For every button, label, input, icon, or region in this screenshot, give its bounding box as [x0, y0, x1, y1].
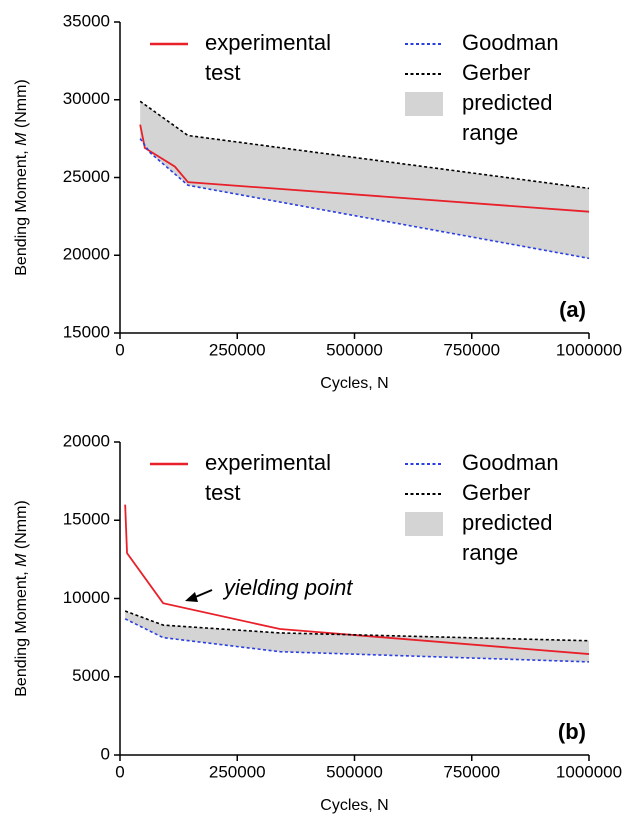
- legend: experimental test Goodman Gerber predicted …: [150, 30, 559, 145]
- y-axis-label-part: M: [13, 132, 30, 146]
- series-line: [124, 618, 590, 663]
- legend-swatch: [405, 512, 443, 536]
- x-tick-label: 1000000: [556, 762, 622, 781]
- legend-label: experimental test: [205, 30, 337, 85]
- chart-panel: 15000 20000 25000 30000 35000 0 250000 500000 75…: [13, 11, 622, 392]
- legend-swatch: [405, 92, 443, 116]
- x-tick-label: 500000: [326, 340, 383, 359]
- y-tick-label: 30000: [63, 89, 110, 108]
- y-axis-label-part: M: [13, 553, 30, 567]
- x-tick-label: 1000000: [556, 340, 622, 359]
- y-axis-label: Bending Moment, M (Nmm): [13, 500, 30, 697]
- y-axis-label-part: (Nmm): [13, 79, 30, 132]
- x-tick-label: 500000: [326, 762, 383, 781]
- annotation: yielding point: [222, 575, 353, 600]
- annotation-arrowhead: [185, 592, 198, 602]
- y-axis-label: Bending Moment, M (Nmm): [13, 79, 30, 276]
- series-line: [124, 610, 590, 642]
- chart-panel: 0 5000 10000 15000 20000 0 250000 500000 750000 1…: [13, 431, 622, 814]
- series-line: [139, 124, 590, 213]
- x-axis-label: Cycles, N: [320, 797, 388, 814]
- panel-label: (a): [559, 297, 586, 322]
- legend-label: Gerber: [462, 480, 530, 505]
- y-tick-label: 20000: [63, 431, 110, 450]
- predicted-range: [125, 611, 589, 662]
- series-line: [139, 138, 590, 260]
- predicted-range: [140, 101, 590, 259]
- y-tick-label: 0: [101, 744, 110, 763]
- legend-label: Goodman: [462, 30, 559, 55]
- legend-label: Goodman: [462, 450, 559, 475]
- x-tick-label: 750000: [443, 762, 500, 781]
- panel-label: (b): [558, 719, 586, 744]
- x-tick-label: 0: [115, 762, 124, 781]
- x-tick-label: 250000: [209, 340, 266, 359]
- y-tick-label: 35000: [63, 11, 110, 30]
- x-tick-label: 0: [115, 340, 124, 359]
- x-tick-label: 250000: [209, 762, 266, 781]
- y-tick-label: 5000: [72, 666, 110, 685]
- y-axis-label-part: (Nmm): [13, 500, 30, 553]
- legend-label: Gerber: [462, 60, 530, 85]
- x-tick-label: 750000: [443, 340, 500, 359]
- y-axis-label-part: Bending Moment,: [13, 567, 30, 697]
- y-tick-label: 10000: [63, 588, 110, 607]
- x-axis-label: Cycles, N: [320, 375, 388, 392]
- y-tick-label: 15000: [63, 510, 110, 529]
- legend-label: predicted range: [462, 510, 559, 565]
- legend: experimental test Goodman Gerber predicted …: [150, 450, 559, 565]
- y-tick-label: 20000: [63, 245, 110, 264]
- legend-label: experimental test: [205, 450, 337, 505]
- y-tick-label: 25000: [63, 167, 110, 186]
- legend-label: predicted range: [462, 90, 559, 145]
- y-axis-label-part: Bending Moment,: [13, 146, 30, 276]
- y-tick-label: 15000: [63, 322, 110, 341]
- series-line: [124, 504, 590, 655]
